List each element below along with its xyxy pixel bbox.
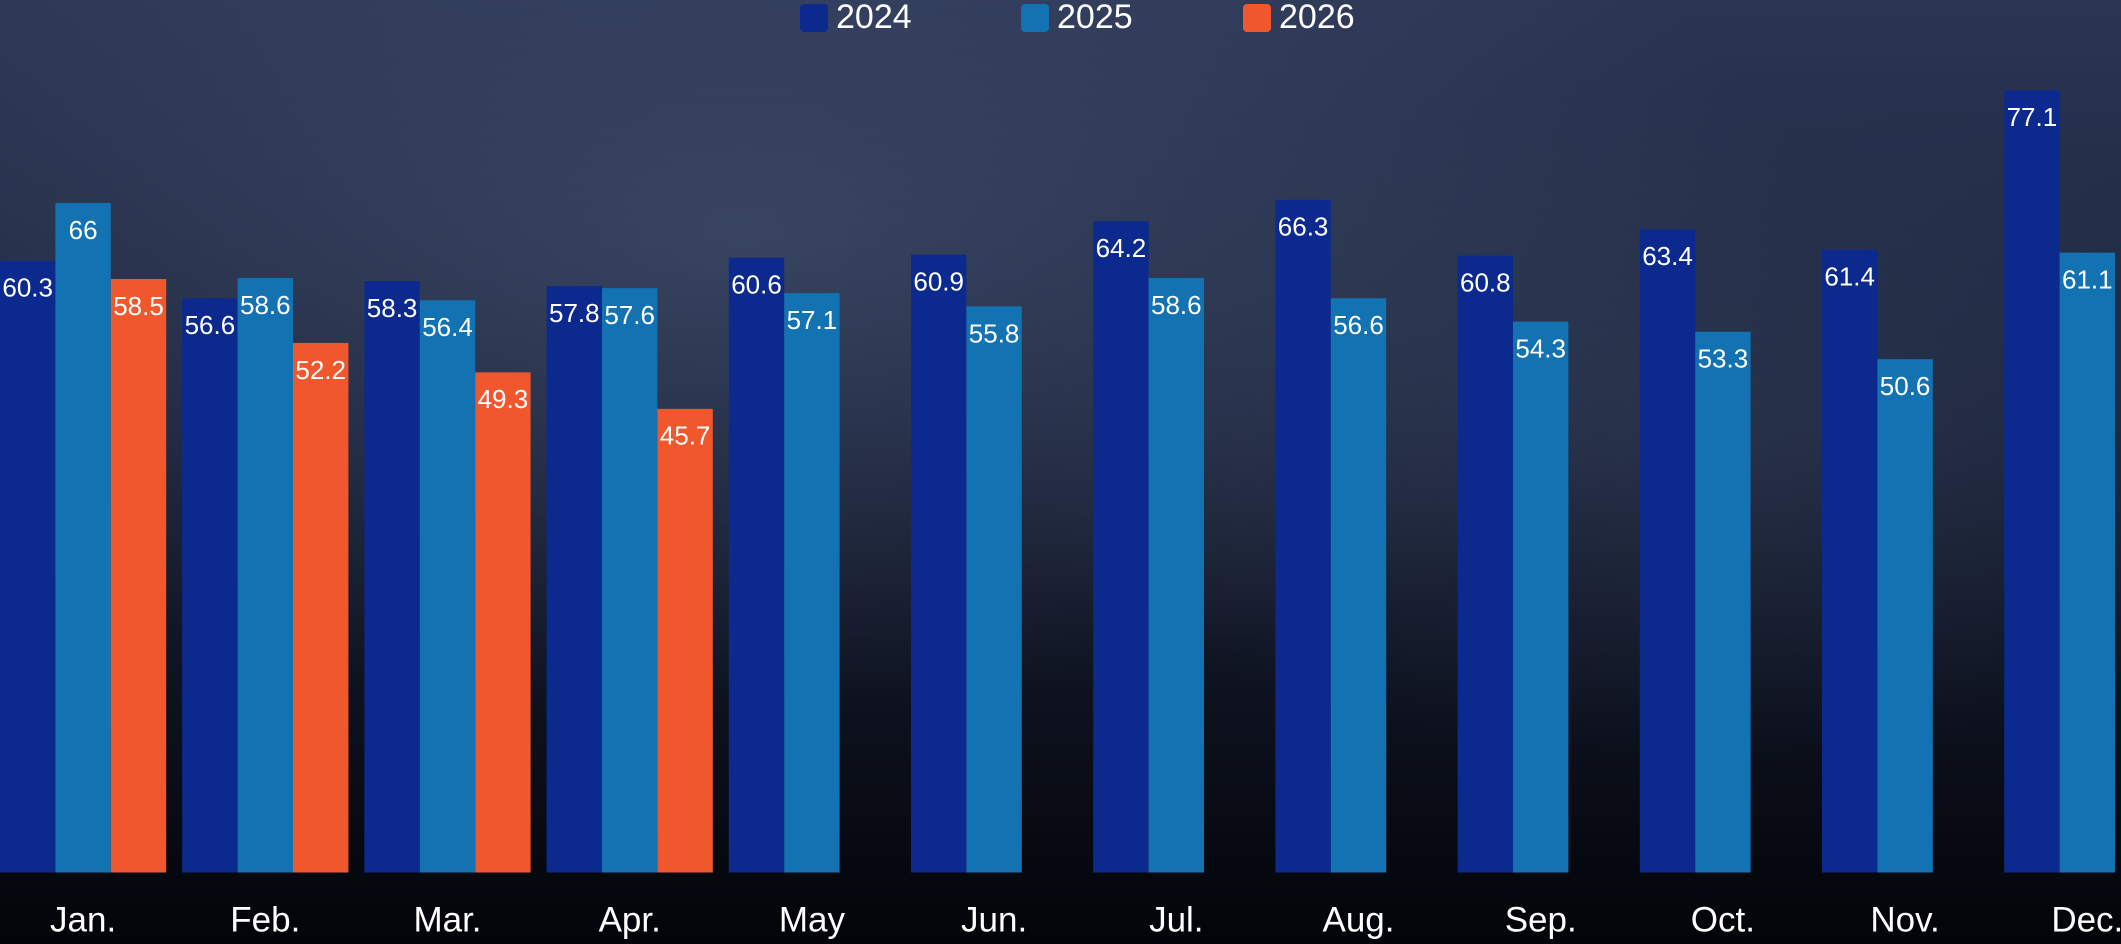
bar [657, 408, 713, 873]
bar [293, 342, 349, 873]
bar [1330, 298, 1387, 873]
x-tick-label: Jun. [961, 900, 1027, 939]
data-label: 77.1 [2007, 102, 2058, 132]
x-tick-label: Jan. [50, 900, 116, 939]
x-tick-label: Oct. [1691, 900, 1755, 939]
data-label: 56.6 [1333, 310, 1384, 340]
x-tick-label: Dec. [2051, 900, 2121, 939]
x-tick-label: Nov. [1870, 900, 1939, 939]
data-label: 58.6 [240, 290, 291, 320]
data-label: 58.5 [113, 291, 164, 321]
legend-swatch [800, 4, 828, 32]
legend-swatch [1243, 4, 1271, 32]
legend-label: 2026 [1279, 0, 1355, 36]
bar [2059, 252, 2115, 873]
bar [784, 293, 840, 873]
bar [0, 260, 56, 873]
bar [237, 277, 293, 873]
x-tick-label: Apr. [599, 900, 661, 939]
data-label: 61.1 [2062, 264, 2113, 294]
bar [1513, 321, 1569, 873]
x-tick-label: May [779, 900, 846, 939]
bar [966, 306, 1022, 873]
bar [364, 281, 420, 873]
bar [546, 286, 602, 873]
data-label: 55.8 [969, 318, 1020, 348]
data-label: 57.6 [604, 300, 655, 330]
data-label: 54.3 [1515, 333, 1566, 363]
x-tick-label: Sep. [1505, 900, 1577, 939]
legend-label: 2024 [836, 0, 912, 36]
data-label: 63.4 [1642, 241, 1693, 271]
data-label: 66 [69, 215, 98, 245]
bar [182, 298, 238, 873]
data-label: 58.3 [367, 293, 418, 323]
legend: 2024 2025 2026 [800, 0, 1355, 36]
bar [1877, 359, 1933, 873]
data-label: 60.3 [2, 273, 53, 303]
x-tick-label: Aug. [1323, 900, 1395, 939]
plot: Jan.60.36658.5Feb.56.658.652.2Mar.58.356… [0, 90, 2121, 939]
bar [602, 288, 658, 873]
bar [1457, 255, 1513, 873]
data-label: 56.6 [185, 310, 236, 340]
legend-label: 2025 [1057, 0, 1133, 36]
bar [475, 372, 531, 873]
data-label: 60.6 [731, 270, 782, 300]
x-tick-label: Jul. [1149, 900, 1203, 939]
bar [1148, 277, 1204, 873]
bar [2004, 90, 2060, 873]
data-label: 58.6 [1151, 290, 1202, 320]
bar [55, 202, 111, 873]
data-label: 64.2 [1096, 233, 1147, 263]
data-label: 49.3 [478, 384, 529, 414]
bar [728, 257, 785, 873]
bar [1695, 331, 1751, 873]
data-label: 57.1 [787, 305, 838, 335]
bar [110, 278, 167, 873]
bar [419, 300, 476, 873]
data-label: 56.4 [422, 312, 473, 342]
data-label: 61.4 [1824, 261, 1875, 291]
data-label: 66.3 [1278, 212, 1329, 242]
bar [1093, 221, 1149, 873]
data-label: 53.3 [1698, 344, 1749, 374]
x-tick-label: Feb. [230, 900, 300, 939]
legend-swatch [1021, 4, 1049, 32]
data-label: 52.2 [295, 355, 346, 385]
data-label: 60.8 [1460, 268, 1511, 298]
bar [1639, 229, 1696, 873]
data-label: 60.9 [913, 267, 964, 297]
data-label: 50.6 [1880, 371, 1931, 401]
data-label: 57.8 [549, 298, 600, 328]
bar [1822, 249, 1878, 873]
data-label: 45.7 [660, 421, 711, 451]
bar [911, 254, 967, 873]
x-tick-label: Mar. [413, 900, 481, 939]
bar [1275, 199, 1331, 873]
